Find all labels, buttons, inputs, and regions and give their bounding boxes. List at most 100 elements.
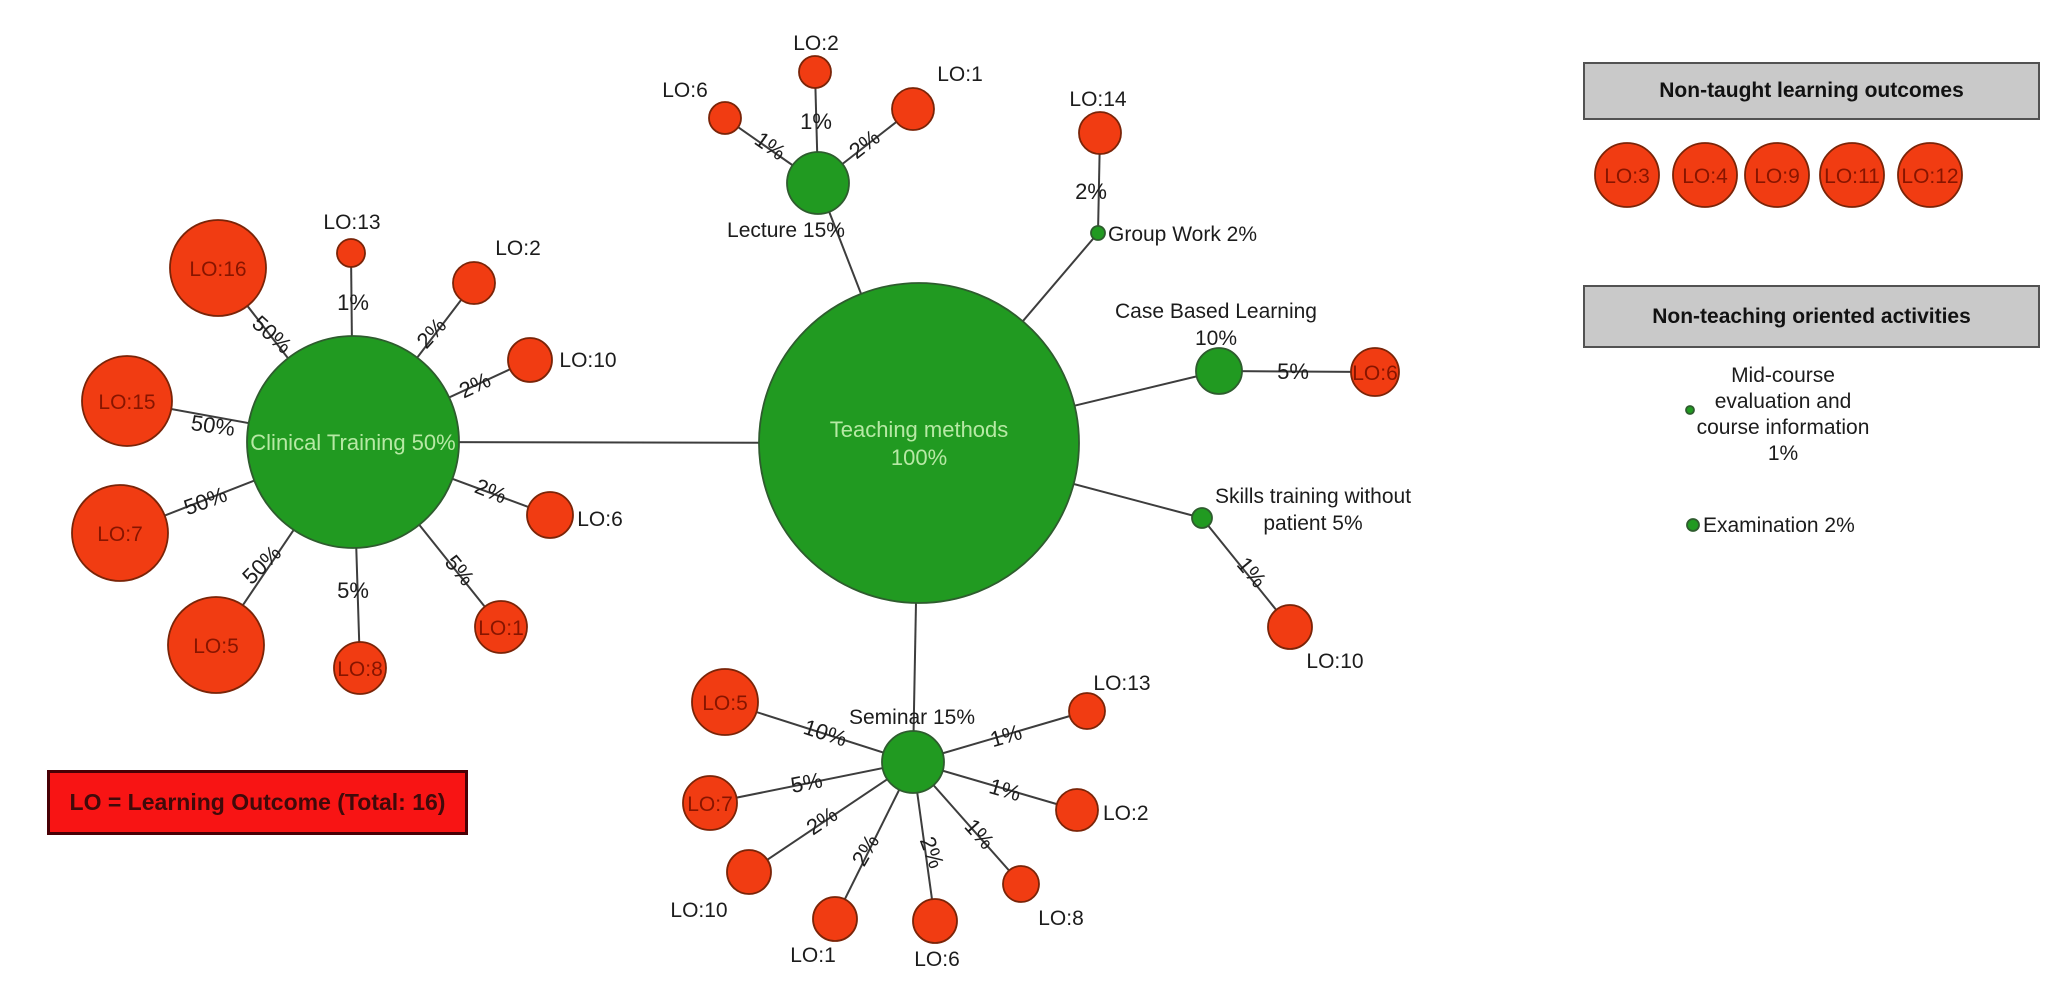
edge-seminar-to-sem-lo1-percent-label: 2% [847, 830, 885, 870]
node-nt-lo9-inside-label: LO:9 [1754, 165, 1800, 188]
node-lec-lo6-circle [708, 101, 742, 135]
node-sem-lo6-circle [912, 898, 958, 944]
non-teaching-header-label: Non-teaching oriented activities [1652, 304, 1971, 328]
node-examination-dot-label: Examination 2% [1703, 514, 1855, 537]
node-sem-lo2-label: LO:2 [1103, 802, 1149, 825]
node-skills-training-circle [1191, 507, 1213, 529]
node-ct-lo15-circle [81, 355, 173, 447]
edge-clinical-training-to-ct-lo10-percent-label: 2% [455, 367, 494, 403]
node-ct-lo2-circle [452, 261, 496, 305]
node-ct-lo6-circle [526, 491, 574, 539]
node-sem-lo13-circle [1068, 692, 1106, 730]
node-sem-lo13-label: LO:13 [1093, 672, 1150, 695]
node-sem-lo7-circle [682, 775, 738, 831]
legend-label: LO = Learning Outcome (Total: 16) [69, 789, 446, 815]
node-group-work-circle [1090, 225, 1106, 241]
node-lec-lo1-circle [891, 87, 935, 131]
node-ct-lo1-inside-label: LO:1 [478, 617, 524, 640]
node-skills-training-label: Skills training without [1215, 485, 1411, 508]
edge-lecture-to-lec-lo2-percent-label: 1% [800, 109, 832, 134]
node-sem-lo8-circle [1002, 865, 1040, 903]
edge-clinical-training-to-ct-lo2-percent-label: 2% [411, 313, 451, 353]
node-lec-lo1-label: LO:1 [937, 63, 983, 86]
node-seminar-label: Seminar 15% [849, 706, 975, 729]
node-ct-lo16-inside-label: LO:16 [189, 258, 246, 281]
node-sem-lo10-circle [726, 849, 772, 895]
node-case-based-learning-label: 10% [1195, 327, 1237, 350]
node-ct-lo8-circle [333, 641, 387, 695]
edge-group-work-to-gw-lo14-percent-label: 2% [1075, 179, 1107, 204]
edge-clinical-training-to-ct-lo5-percent-label: 50% [237, 540, 286, 589]
node-skills-training-label: patient 5% [1263, 512, 1362, 535]
node-gw-lo14-circle [1078, 111, 1122, 155]
node-case-based-learning-label: Case Based Learning [1115, 300, 1317, 323]
node-mid-course-dot-label: evaluation and [1715, 390, 1852, 413]
node-sem-lo7-inside-label: LO:7 [687, 793, 733, 816]
edge-seminar-to-sem-lo5-percent-label: 10% [801, 714, 851, 751]
node-mid-course-dot-circle [1685, 405, 1695, 415]
node-cbl-lo6-inside-label: LO:6 [1352, 362, 1398, 385]
node-mid-course-dot-label: 1% [1768, 442, 1798, 465]
node-gw-lo14-label: LO:14 [1069, 88, 1127, 111]
edge-seminar-to-sem-lo6-percent-label: 2% [915, 833, 949, 871]
node-nt-lo3-inside-label: LO:3 [1604, 165, 1650, 188]
node-mid-course-dot-label: Mid-course [1731, 364, 1835, 387]
learning-outcome-legend: LO = Learning Outcome (Total: 16) [47, 770, 468, 835]
node-nt-lo12-circle [1897, 142, 1963, 208]
edge-seminar-to-sem-lo8-percent-label: 1% [960, 814, 1000, 854]
node-ct-lo13-circle [336, 238, 366, 268]
node-nt-lo11-inside-label: LO:11 [1824, 165, 1880, 188]
node-sem-lo5-circle [691, 668, 759, 736]
edge-seminar-to-sem-lo7 [709, 761, 914, 804]
edge-skills-training-to-sk-lo10 [1201, 517, 1291, 628]
node-clinical-training-circle [246, 335, 460, 549]
edge-seminar-to-sem-lo10 [748, 761, 914, 873]
node-ct-lo1-circle [474, 600, 528, 654]
node-teaching-methods-inside-label: 100% [891, 445, 947, 470]
node-nt-lo9-circle [1744, 142, 1810, 208]
edge-seminar-to-sem-lo13-percent-label: 1% [987, 719, 1024, 752]
node-sem-lo1-circle [812, 896, 858, 942]
node-ct-lo5-inside-label: LO:5 [193, 635, 239, 658]
node-sem-lo10-label: LO:10 [670, 899, 727, 922]
node-sem-lo8-label: LO:8 [1038, 907, 1084, 930]
node-lec-lo2-label: LO:2 [793, 32, 839, 55]
node-examination-dot-circle [1686, 518, 1700, 532]
node-group-work-label: Group Work 2% [1108, 223, 1257, 246]
node-ct-lo5-circle [167, 596, 265, 694]
node-lec-lo6-label: LO:6 [662, 79, 708, 102]
node-teaching-methods-inside-label: Teaching methods [830, 417, 1009, 442]
node-ct-lo13-label: LO:13 [323, 211, 380, 234]
node-ct-lo8-inside-label: LO:8 [337, 658, 383, 681]
node-sk-lo10-circle [1267, 604, 1313, 650]
edge-clinical-training-to-ct-lo13-percent-label: 1% [337, 290, 369, 315]
edge-clinical-training-to-ct-lo16-percent-label: 50% [247, 310, 296, 358]
node-sem-lo1-label: LO:1 [790, 944, 836, 967]
node-ct-lo16-circle [169, 219, 267, 317]
node-ct-lo7-circle [71, 484, 169, 582]
node-sem-lo2-circle [1055, 788, 1099, 832]
edge-clinical-training-to-ct-lo15-percent-label: 50% [189, 410, 236, 441]
node-clinical-training-inside-label: Clinical Training 50% [250, 430, 455, 455]
edge-clinical-training-to-ct-lo7-percent-label: 50% [180, 482, 230, 521]
node-sem-lo5-inside-label: LO:5 [702, 692, 748, 715]
node-cbl-lo6-circle [1350, 347, 1400, 397]
non-teaching-oriented-activities-header: Non-teaching oriented activities [1583, 285, 2040, 348]
node-nt-lo11-circle [1819, 142, 1885, 208]
edge-clinical-training-to-ct-lo6-percent-label: 2% [471, 474, 510, 509]
node-sem-lo6-label: LO:6 [914, 948, 960, 971]
node-lec-lo2-circle [798, 55, 832, 89]
node-ct-lo7-inside-label: LO:7 [97, 523, 143, 546]
node-ct-lo15-inside-label: LO:15 [98, 391, 155, 414]
node-ct-lo10-circle [507, 337, 553, 383]
edge-clinical-training-to-ct-lo8-percent-label: 5% [337, 578, 369, 603]
node-ct-lo10-label: LO:10 [559, 349, 616, 372]
node-sk-lo10-label: LO:10 [1306, 650, 1363, 673]
node-nt-lo12-inside-label: LO:12 [1901, 165, 1958, 188]
node-case-based-learning-circle [1195, 347, 1243, 395]
edge-seminar-to-sem-lo7-percent-label: 5% [789, 767, 825, 798]
node-nt-lo4-circle [1672, 142, 1738, 208]
edge-seminar-to-sem-lo2-percent-label: 1% [986, 773, 1023, 806]
node-lecture-label: Lecture 15% [727, 219, 845, 242]
